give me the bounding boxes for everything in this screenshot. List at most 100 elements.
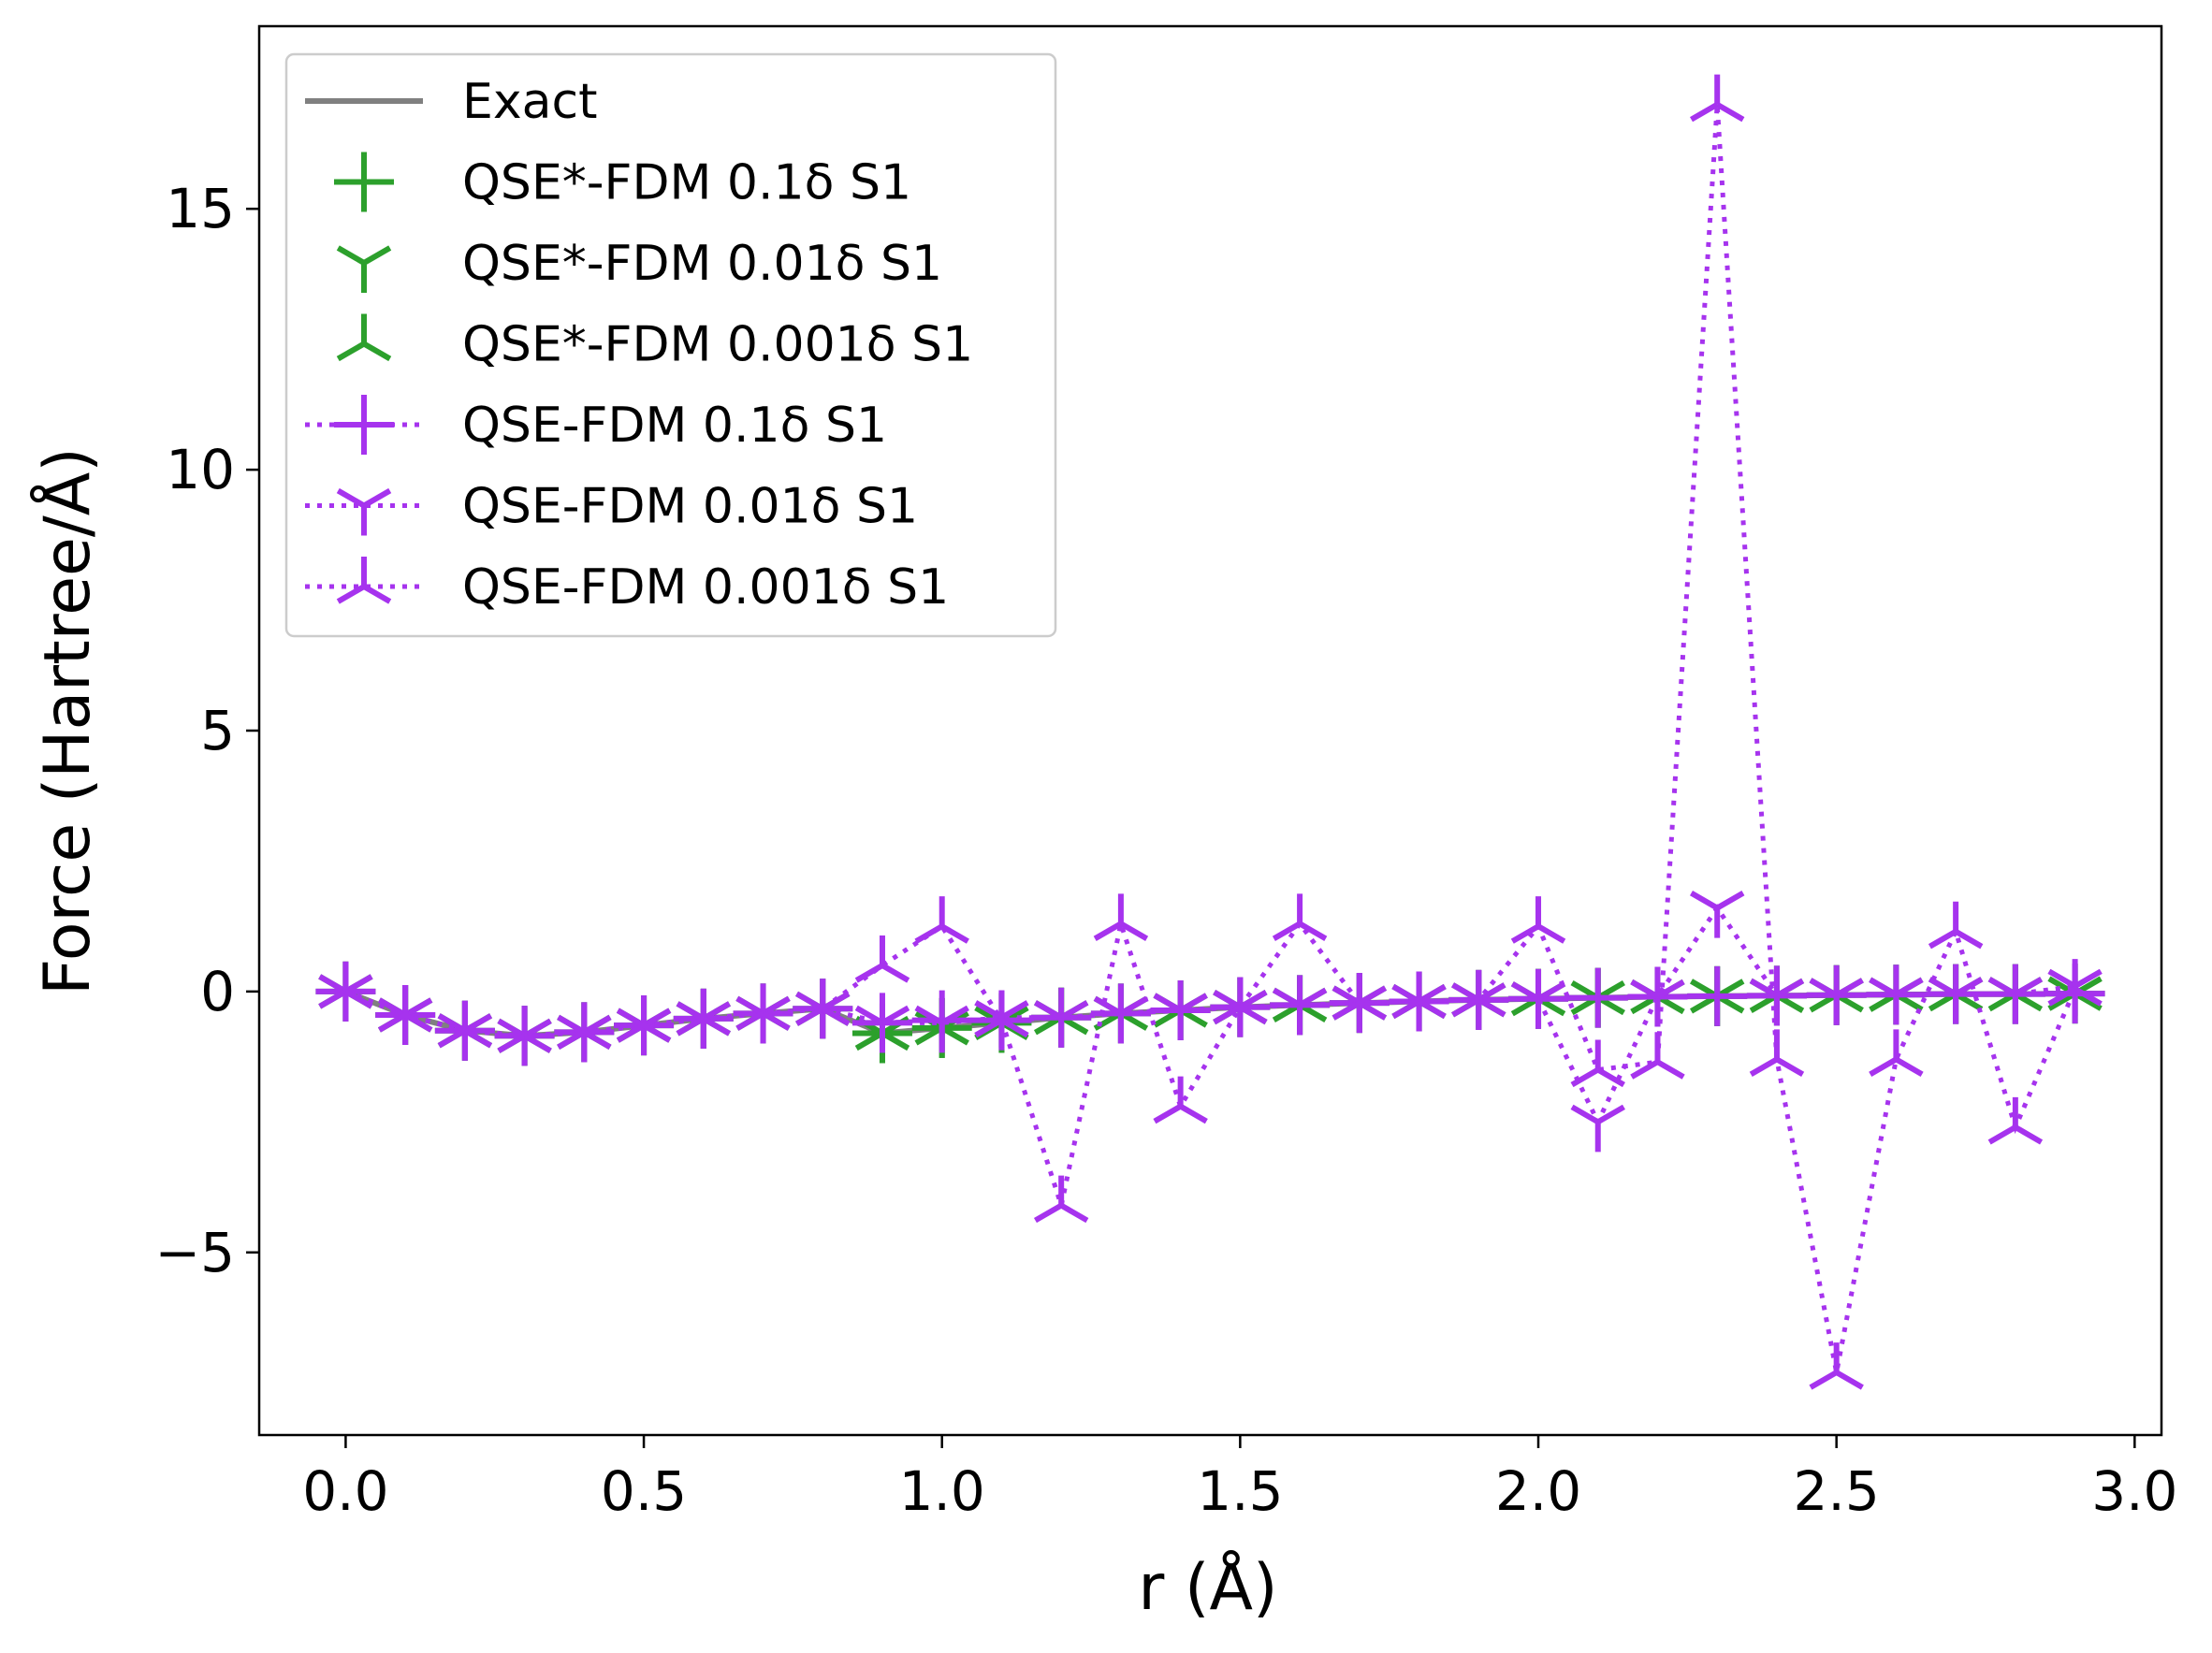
data-point-qse-fdm-0-1-s1: [1567, 967, 1628, 1028]
data-point-qse-fdm-0-001-s1: [1451, 969, 1506, 1018]
data-point-qse-fdm-0-001-s1: [1689, 74, 1745, 123]
data-point-qse-fdm-0-001-s1: [1869, 1029, 1924, 1077]
legend-marker: [336, 487, 392, 536]
data-point-qse-fdm-0-001-s1: [1809, 1342, 1864, 1390]
series-line-exact: [344, 989, 2075, 1039]
legend-marker: [334, 152, 394, 212]
data-point-qse-fdm-0-001-s1: [1510, 896, 1566, 944]
legend-marker: [336, 245, 392, 293]
y-tick-label: 15: [166, 177, 235, 240]
legend-entry-qse-fdm-0-001-s1: QSE-FDM 0.001δ S1: [305, 557, 949, 616]
x-axis-label: r (Å): [1138, 1549, 1277, 1625]
series-qse-fdm-0-001-s1: [318, 74, 2103, 1390]
series-line-qse-fdm-0-01-s1: [344, 904, 2075, 1128]
data-point-qse-fdm-0-001-s1: [1153, 1076, 1208, 1124]
data-point-qse-fdm-0-01-s1: [497, 1018, 552, 1066]
data-point-qse-fdm-0-01-s1: [1272, 987, 1328, 1036]
data-point-qse-fdm-0-001-s1: [676, 988, 732, 1037]
data-point-qse-fdm-0-001-s1: [854, 935, 910, 983]
x-tick-label: 0.5: [601, 1459, 687, 1523]
data-point-qse-fdm-0-001-s1: [2047, 959, 2103, 1007]
data-point-qse-fdm-0-001-s1: [1033, 1175, 1089, 1224]
x-tick-label: 2.0: [1495, 1459, 1581, 1523]
series-exact: [344, 989, 2075, 1039]
x-tick-label: 3.0: [2091, 1459, 2177, 1523]
x-tick-label: 2.5: [1794, 1459, 1880, 1523]
data-point-qse-fdm-0-01-s1: [1451, 982, 1506, 1030]
data-point-qse-fdm-0-01-s1: [1809, 978, 1864, 1025]
legend-marker: [336, 313, 392, 362]
data-point-qse-fdm-0-01-s1: [437, 1013, 493, 1061]
legend-label: QSE-FDM 0.001δ S1: [462, 559, 949, 616]
axes: r (Å) Force (Hartree/Å) 0.0 0.5 1.0 1.5 2.0 2…: [29, 24, 2177, 1625]
data-point-qse-fdm-0-01-s1: [676, 1001, 732, 1049]
legend-box: [284, 52, 1057, 638]
legend-marker: [334, 395, 394, 455]
data-point-qse-fdm-0-01-s1: [318, 974, 373, 1022]
x-tick-label: 1.5: [1197, 1459, 1283, 1523]
data-point-qse-fdm-0-01-s1: [1033, 1000, 1089, 1048]
data-point-qse-fdm-0-01-s1: [1987, 977, 2044, 1024]
data-point-qse-fdm-0-001-s1: [795, 979, 851, 1026]
data-point-qse-fdm-0-001-s1: [1272, 893, 1328, 941]
data-point-qse-fdm-0-001-s1: [974, 990, 1029, 1038]
data-point-qse-fdm-0-001-s1: [1332, 973, 1388, 1021]
legend-entry-qse-fdm-0-001-s1: QSE*-FDM 0.001δ S1: [336, 313, 973, 373]
data-point-qse-fdm-0-01-s1: [1749, 978, 1805, 1026]
data-point-qse-fdm-0-001-s1: [1987, 1096, 2044, 1145]
data-point-qse-fdm-0-001-s1: [1749, 1029, 1805, 1077]
series-group: [315, 74, 2105, 1390]
data-point-qse-fdm-0-001-s1: [377, 984, 433, 1033]
data-point-qse-fdm-0-01-s1: [914, 1005, 969, 1053]
legend-marker: [336, 557, 392, 604]
data-point-qse-fdm-0-001-s1: [914, 896, 969, 944]
data-point-qse-fdm-0-01-s1: [1093, 995, 1149, 1044]
data-point-qse-fdm-0-001-s1: [557, 1002, 612, 1050]
legend-label: QSE-FDM 0.1δ S1: [462, 398, 887, 454]
legend-entry-qse-fdm-0-01-s1: QSE-FDM 0.01δ S1: [305, 479, 918, 536]
x-tick-label: 1.0: [899, 1459, 985, 1523]
data-point-qse-fdm-0-001-s1: [1391, 971, 1447, 1020]
data-point-qse-fdm-0-001-s1: [1093, 893, 1149, 941]
data-point-qse-fdm-0-01-s1: [1153, 993, 1208, 1040]
data-point-qse-fdm-0-01-s1: [1928, 977, 1984, 1024]
data-point-qse-fdm-0-01-s1: [616, 1008, 672, 1056]
data-point-qse-fdm-0-01-s1: [1391, 983, 1447, 1032]
data-point-qse-fdm-0-01-s1: [1570, 1104, 1625, 1153]
data-point-qse-fdm-0-01-s1: [1869, 977, 1924, 1025]
data-point-qse-fdm-0-001-s1: [735, 983, 791, 1031]
data-point-qse-fdm-0-01-s1: [1510, 981, 1566, 1029]
legend-label: Exact: [462, 74, 597, 130]
data-point-qse-fdm-0-01-s1: [1689, 891, 1745, 938]
data-point-qse-fdm-0-001-s1: [437, 1000, 493, 1049]
data-point-qse-fdm-0-001-s1: [497, 1006, 552, 1053]
y-tick-label: 10: [166, 438, 235, 501]
data-point-qse-fdm-0-001-s1: [1570, 1039, 1625, 1088]
legend-label: QSE*-FDM 0.001δ S1: [462, 317, 973, 373]
legend-label: QSE*-FDM 0.1δ S1: [462, 155, 911, 211]
y-tick-label: 5: [200, 699, 235, 762]
series-line-qse-fdm-0-001-s1: [344, 104, 2077, 1373]
x-tick-label: 0.0: [302, 1459, 388, 1523]
data-point-qse-fdm-0-001-s1: [318, 961, 373, 1009]
y-tick-label: −5: [155, 1221, 236, 1284]
data-point-qse-fdm-0-001-s1: [1928, 901, 1984, 950]
legend-entry-exact: Exact: [305, 74, 597, 130]
data-point-qse-fdm-0-001-s1: [1213, 977, 1268, 1025]
y-axis-label: Force (Hartree/Å): [29, 447, 105, 995]
data-point-qse-fdm-0-001-s1: [616, 995, 672, 1043]
data-point-qse-fdm-0-01-s1: [1630, 979, 1685, 1027]
legend-entry-qse-fdm-0-01-s1: QSE*-FDM 0.01δ S1: [336, 236, 942, 293]
data-point-qse-fdm-0-01-s1: [854, 1005, 910, 1053]
legend-entry-qse-fdm-0-1-s1: QSE*-FDM 0.1δ S1: [334, 152, 911, 212]
legend-entry-qse-fdm-0-1-s1: QSE-FDM 0.1δ S1: [305, 395, 887, 455]
data-point-qse-fdm-0-1-s1: [1687, 965, 1748, 1026]
data-point-qse-fdm-0-01-s1: [557, 1014, 612, 1063]
legend-label: QSE-FDM 0.01δ S1: [462, 479, 918, 535]
plot-area: [315, 74, 2105, 1390]
legend-label: QSE*-FDM 0.01δ S1: [462, 236, 942, 292]
legend: Exact QSE*-FDM 0.1δ S1 QSE*-FDM 0.01δ S1 QS…: [284, 52, 1057, 638]
y-tick-label: 0: [200, 960, 235, 1023]
data-point-qse-fdm-0-001-s1: [1630, 1032, 1685, 1080]
